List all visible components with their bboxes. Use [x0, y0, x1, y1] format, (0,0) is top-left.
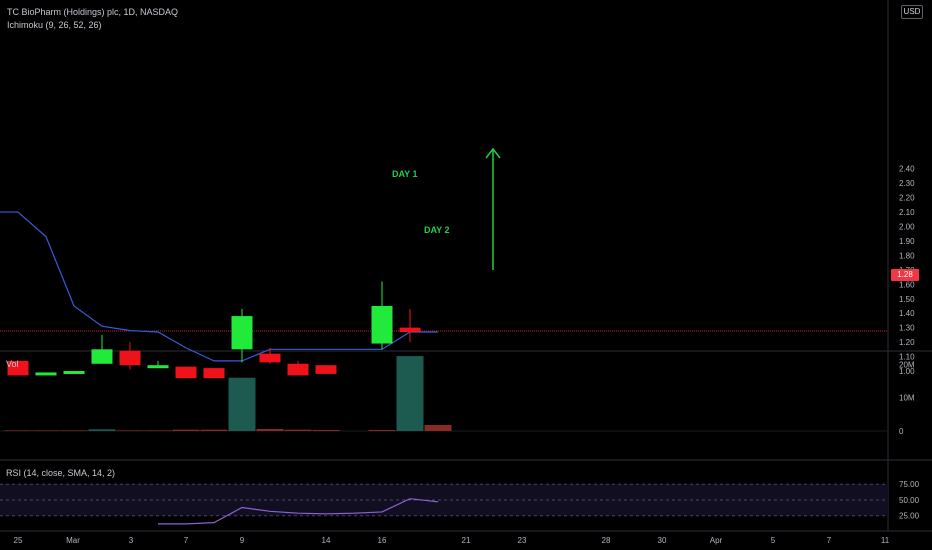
current-price-label: 1.28: [891, 269, 919, 281]
candle-body: [175, 366, 197, 379]
price-tick-label: 2.00: [899, 223, 915, 232]
ichimoku-line: [0, 211, 438, 362]
candle-body: [91, 349, 113, 364]
x-tick-label: Apr: [710, 536, 723, 545]
volume-legend[interactable]: Vol: [6, 359, 19, 369]
volume-tick-label: 0: [899, 427, 904, 436]
x-tick-label: 30: [658, 536, 667, 545]
candle-body: [399, 327, 421, 332]
rsi-line: [158, 498, 439, 525]
price-tick-label: 1.90: [899, 237, 915, 246]
x-tick-label: 28: [602, 536, 611, 545]
candle-body: [119, 350, 141, 366]
volume-layer: [4, 356, 452, 431]
x-tick-label: 23: [518, 536, 527, 545]
volume-bar: [32, 430, 60, 431]
price-tick-label: 1.10: [899, 353, 915, 362]
volume-bar: [396, 356, 424, 431]
day1-annotation: DAY 1: [392, 169, 418, 179]
ichimoku-layer: [0, 211, 438, 362]
rsi-legend[interactable]: RSI (14, close, SMA, 14, 2): [6, 468, 116, 478]
candle-body: [315, 365, 337, 374]
x-tick-label: 7: [184, 536, 189, 545]
rsi-tick-label: 50.00: [899, 496, 920, 505]
candle-body: [147, 365, 169, 369]
price-tick-label: 2.10: [899, 208, 915, 217]
volume-bar: [228, 377, 256, 431]
x-tick-label: 9: [240, 536, 245, 545]
price-tick-label: 1.20: [899, 338, 915, 347]
annotation-arrow-layer: [485, 147, 501, 270]
chart-grid: [0, 0, 932, 532]
x-tick-label: 11: [881, 536, 890, 545]
volume-bar: [172, 429, 200, 431]
candle-body: [35, 372, 57, 376]
volume-bar: [368, 430, 396, 431]
price-tick-label: 1.40: [899, 309, 915, 318]
up-arrow-head: [485, 147, 501, 159]
volume-bar: [4, 430, 32, 431]
ichimoku-legend[interactable]: Ichimoku (9, 26, 52, 26): [7, 20, 102, 30]
price-tick-label: 2.40: [899, 165, 915, 174]
currency-button[interactable]: USD: [901, 5, 923, 19]
candle-body: [231, 316, 253, 350]
candle-body: [63, 371, 85, 374]
price-tick-label: 2.20: [899, 194, 915, 203]
price-tick-label: 1.00: [899, 367, 915, 376]
candle-body: [259, 353, 281, 363]
volume-bar: [256, 429, 284, 431]
price-tick-label: 1.80: [899, 251, 915, 260]
symbol-title[interactable]: TC BioPharm (Holdings) plc, 1D, NASDAQ: [7, 7, 179, 17]
price-tick-label: 1.30: [899, 324, 915, 333]
price-tick-label: 1.50: [899, 295, 915, 304]
volume-tick-label: 20M: [899, 360, 915, 369]
volume-bar: [116, 430, 144, 431]
price-tick-label: 2.30: [899, 179, 915, 188]
volume-bar: [60, 430, 88, 431]
price-tick-label: 1.60: [899, 280, 915, 289]
x-tick-label: 3: [129, 536, 134, 545]
volume-tick-label: 10M: [899, 394, 915, 403]
x-tick-label: 14: [322, 536, 331, 545]
x-tick-label: 5: [771, 536, 776, 545]
day2-annotation: DAY 2: [424, 225, 450, 235]
x-tick-label: 25: [14, 536, 23, 545]
x-tick-label: 21: [462, 536, 471, 545]
candles-layer: [7, 281, 421, 379]
volume-bar: [88, 429, 116, 431]
rsi-layer: [0, 483, 888, 525]
volume-bar: [424, 425, 452, 431]
candle-body: [287, 363, 309, 376]
candle-body: [203, 368, 225, 379]
x-tick-label: Mar: [66, 536, 80, 545]
volume-bar: [200, 429, 228, 431]
x-tick-label: 16: [378, 536, 387, 545]
rsi-tick-label: 75.00: [899, 480, 920, 489]
rsi-tick-label: 25.00: [899, 512, 920, 521]
x-tick-label: 7: [827, 536, 832, 545]
volume-bar: [144, 430, 172, 431]
candle-body: [7, 360, 29, 376]
volume-bar: [284, 429, 312, 431]
volume-bar: [312, 430, 340, 431]
candle-body: [371, 305, 393, 344]
